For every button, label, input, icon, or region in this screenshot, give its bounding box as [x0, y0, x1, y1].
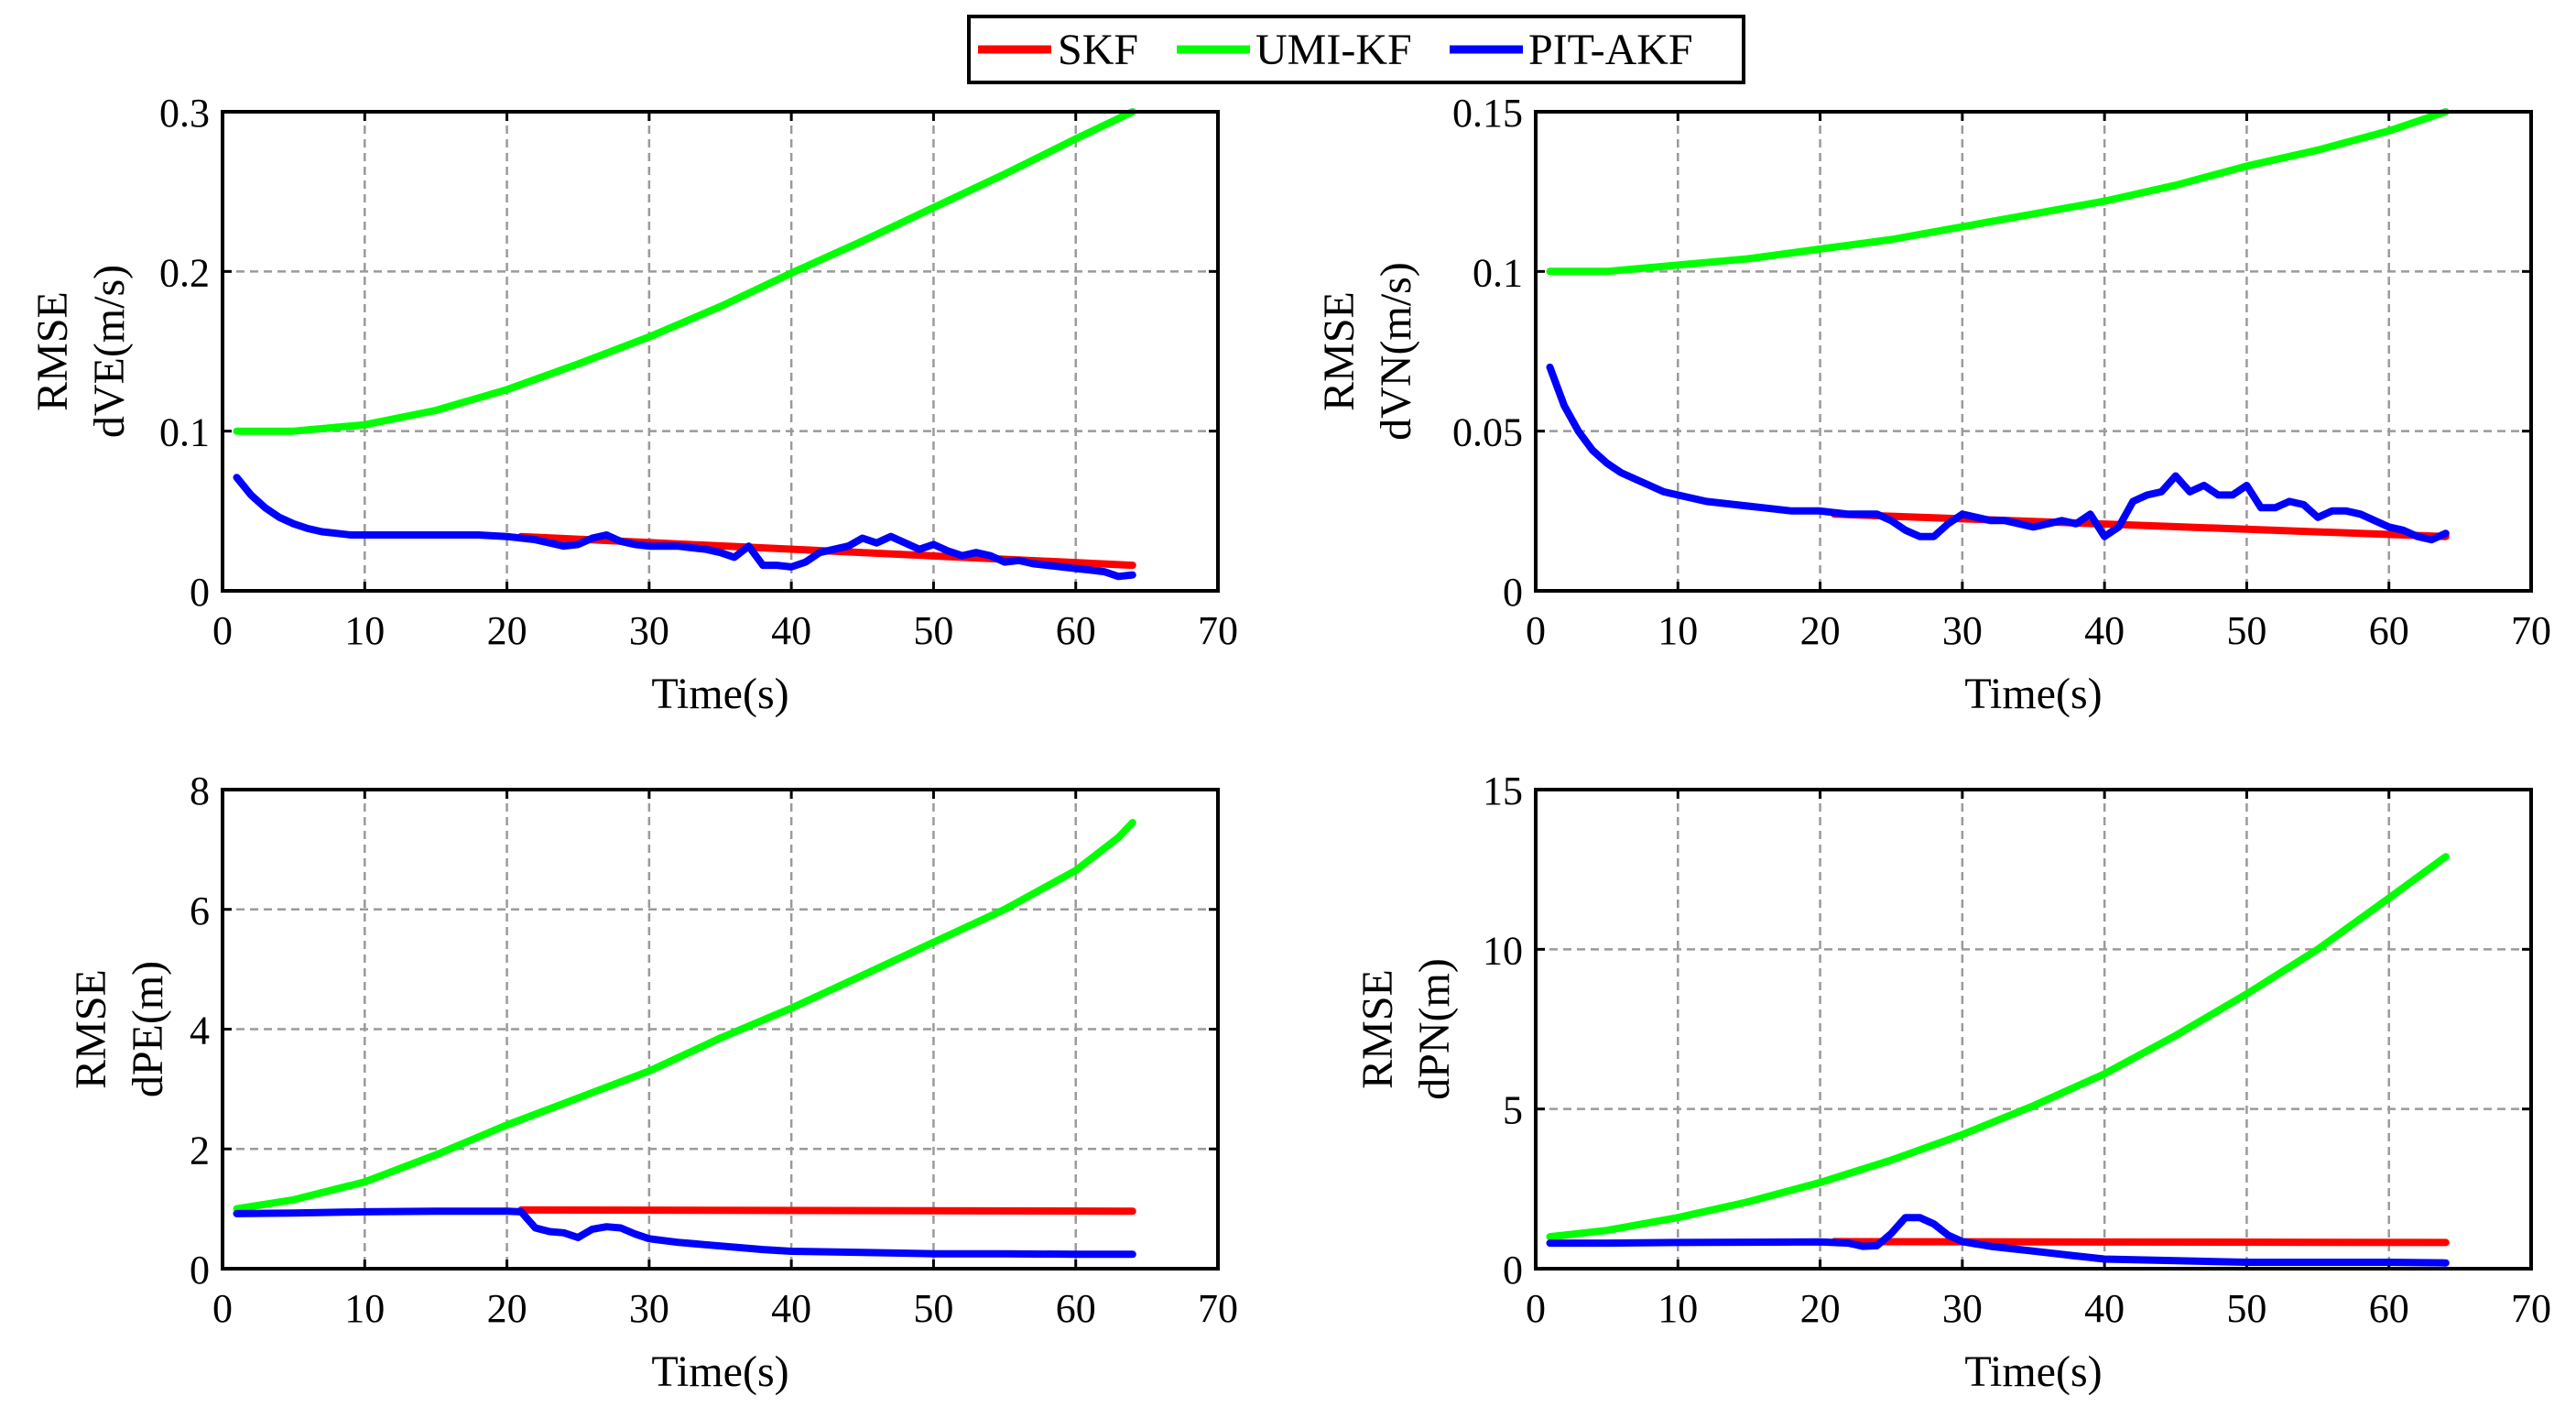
- x-axis-label: Time(s): [651, 670, 788, 718]
- y-tick-label: 0.1: [1473, 250, 1523, 295]
- series-line-skf: [517, 1205, 1136, 1216]
- axes-frame: [1534, 788, 2533, 1271]
- series-line-skf: [1831, 1238, 2450, 1247]
- y-tick-label: 0.2: [159, 250, 210, 295]
- x-axis-label: Time(s): [651, 1347, 788, 1396]
- y-axis-label: RMSE: [1353, 969, 1402, 1089]
- x-tick-label: 50: [913, 608, 953, 653]
- y-axis-label: RMSE: [1315, 291, 1364, 411]
- y-tick-label: 6: [190, 889, 210, 933]
- y-tick-label: 0.3: [159, 91, 210, 136]
- axes-frame: [1534, 110, 2533, 593]
- x-tick-label: 20: [1800, 1286, 1841, 1331]
- y-tick-label: 0: [190, 570, 210, 615]
- x-tick-label: 60: [2369, 608, 2409, 653]
- legend-entry-pit-akf: PIT-AKF: [1450, 26, 1693, 74]
- x-tick-label: 50: [913, 1286, 953, 1331]
- x-tick-label: 40: [2084, 608, 2125, 653]
- y-tick-label: 0.05: [1452, 410, 1523, 455]
- x-tick-label: 20: [487, 1286, 527, 1331]
- legend-box: [967, 15, 1745, 84]
- x-tick-label: 70: [2511, 608, 2551, 653]
- series-line-skf: [1831, 510, 2450, 540]
- x-tick-label: 0: [212, 1286, 233, 1331]
- plot-area: [223, 112, 1218, 591]
- y-tick-label: 0.15: [1452, 91, 1523, 136]
- x-tick-label: 60: [2369, 1286, 2409, 1331]
- plot-area: [1536, 790, 2531, 1269]
- legend: SKF UMI-KF PIT-AKF: [967, 15, 1745, 84]
- x-tick-label: 0: [212, 608, 233, 653]
- plot-area: [1536, 112, 2531, 591]
- x-tick-label: 10: [344, 608, 385, 653]
- x-tick-label: 70: [1198, 608, 1238, 653]
- x-tick-label: 30: [629, 1286, 669, 1331]
- legend-label-skf: SKF: [1058, 26, 1138, 74]
- x-tick-label: 60: [1056, 608, 1096, 653]
- x-tick-label: 70: [2511, 1286, 2551, 1331]
- legend-label-pit-akf: PIT-AKF: [1528, 26, 1693, 74]
- y-axis-label: dVE(m/s): [85, 265, 134, 438]
- x-axis-label: Time(s): [1964, 670, 2102, 718]
- y-tick-label: 0: [1503, 1248, 1523, 1293]
- axes-frame: [221, 110, 1220, 593]
- x-tick-label: 10: [1658, 608, 1698, 653]
- y-tick-label: 0: [190, 1248, 210, 1293]
- x-tick-label: 0: [1526, 608, 1546, 653]
- x-tick-label: 40: [2084, 1286, 2125, 1331]
- y-tick-label: 0: [1503, 570, 1523, 615]
- legend-entry-umi-kf: UMI-KF: [1177, 26, 1412, 74]
- series-line-pit-akf: [233, 474, 1136, 581]
- legend-label-umi-kf: UMI-KF: [1255, 26, 1412, 74]
- y-tick-label: 15: [1483, 769, 1523, 813]
- x-tick-label: 10: [344, 1286, 385, 1331]
- x-tick-label: 30: [1942, 1286, 1983, 1331]
- y-tick-label: 2: [190, 1128, 210, 1173]
- x-tick-label: 20: [487, 608, 527, 653]
- chart-dvn: 0 10 20 30 40 50 60 70 0 0.05 0.1 0.15 Time(s) RMSE dV…: [1315, 91, 2551, 718]
- x-axis-label: Time(s): [1964, 1347, 2102, 1396]
- x-tick-label: 30: [1942, 608, 1983, 653]
- y-tick-label: 4: [190, 1009, 210, 1053]
- x-tick-label: 70: [1198, 1286, 1238, 1331]
- series-line-umi-kf: [1546, 853, 2450, 1241]
- series-line-umi-kf: [233, 108, 1136, 435]
- chart-dve: 0 10 20 30 40 50 60 70 0 0.1 0.2 0.3 Time(s) RMSE dVE(…: [28, 91, 1238, 718]
- x-tick-label: 0: [1526, 1286, 1546, 1331]
- x-tick-label: 40: [771, 1286, 811, 1331]
- series-line-pit-akf: [233, 1207, 1136, 1259]
- series-line-pit-akf: [1546, 363, 2450, 544]
- x-tick-label: 50: [2226, 1286, 2266, 1331]
- series-line-pit-akf: [1546, 1214, 2450, 1267]
- y-axis-label: dPE(m): [124, 961, 172, 1097]
- axes-frame: [221, 788, 1220, 1271]
- y-tick-label: 8: [190, 769, 210, 813]
- x-tick-label: 60: [1056, 1286, 1096, 1331]
- x-tick-label: 50: [2226, 608, 2266, 653]
- y-axis-label: dVN(m/s): [1372, 262, 1420, 441]
- series-line-umi-kf: [233, 819, 1136, 1213]
- x-tick-label: 30: [629, 608, 669, 653]
- x-tick-label: 20: [1800, 608, 1841, 653]
- legend-entry-skf: SKF: [978, 26, 1138, 74]
- y-tick-label: 10: [1483, 928, 1523, 973]
- series-line-umi-kf: [1546, 108, 2450, 276]
- y-tick-label: 0.1: [159, 410, 210, 455]
- x-tick-label: 40: [771, 608, 811, 653]
- y-axis-label: dPN(m): [1410, 958, 1459, 1100]
- y-axis-label: RMSE: [28, 291, 77, 411]
- y-axis-label: RMSE: [67, 969, 115, 1089]
- x-tick-label: 10: [1658, 1286, 1698, 1331]
- chart-dpe: 0 10 20 30 40 50 60 70 0 2 4 6 8 Time(s) RMSE dPE(m): [67, 769, 1238, 1396]
- y-tick-label: 5: [1503, 1088, 1523, 1133]
- chart-dpn: 0 10 20 30 40 50 60 70 0 5 10 15 Time(s) RMSE dPN(m): [1353, 769, 2551, 1396]
